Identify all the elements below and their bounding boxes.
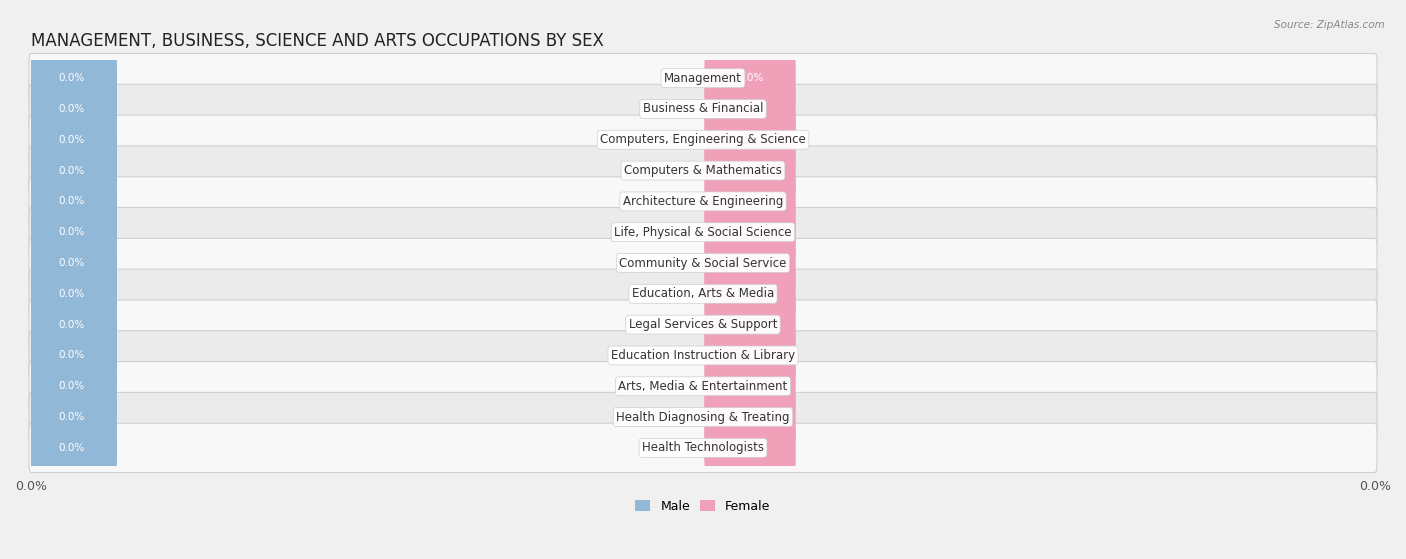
FancyBboxPatch shape: [704, 75, 796, 143]
Text: 0.0%: 0.0%: [58, 320, 84, 330]
FancyBboxPatch shape: [25, 383, 117, 451]
FancyBboxPatch shape: [25, 414, 117, 482]
Text: MANAGEMENT, BUSINESS, SCIENCE AND ARTS OCCUPATIONS BY SEX: MANAGEMENT, BUSINESS, SCIENCE AND ARTS O…: [31, 32, 603, 50]
Text: Health Diagnosing & Treating: Health Diagnosing & Treating: [616, 410, 790, 424]
FancyBboxPatch shape: [30, 392, 1376, 442]
Text: 0.0%: 0.0%: [58, 104, 84, 114]
FancyBboxPatch shape: [704, 321, 796, 390]
FancyBboxPatch shape: [704, 352, 796, 420]
Text: 0.0%: 0.0%: [737, 381, 763, 391]
Text: Computers, Engineering & Science: Computers, Engineering & Science: [600, 133, 806, 146]
Text: 0.0%: 0.0%: [737, 412, 763, 422]
FancyBboxPatch shape: [30, 238, 1376, 288]
FancyBboxPatch shape: [25, 291, 117, 359]
Legend: Male, Female: Male, Female: [636, 500, 770, 513]
Text: Computers & Mathematics: Computers & Mathematics: [624, 164, 782, 177]
FancyBboxPatch shape: [30, 54, 1376, 103]
Text: 0.0%: 0.0%: [737, 165, 763, 176]
FancyBboxPatch shape: [704, 136, 796, 205]
FancyBboxPatch shape: [704, 414, 796, 482]
Text: 0.0%: 0.0%: [58, 412, 84, 422]
Text: 0.0%: 0.0%: [737, 289, 763, 299]
Text: 0.0%: 0.0%: [58, 135, 84, 145]
Text: 0.0%: 0.0%: [737, 443, 763, 453]
Text: 0.0%: 0.0%: [737, 73, 763, 83]
Text: Community & Social Service: Community & Social Service: [619, 257, 787, 269]
Text: Management: Management: [664, 72, 742, 84]
Text: Education, Arts & Media: Education, Arts & Media: [631, 287, 775, 300]
Text: Source: ZipAtlas.com: Source: ZipAtlas.com: [1274, 20, 1385, 30]
FancyBboxPatch shape: [25, 229, 117, 297]
Text: 0.0%: 0.0%: [58, 350, 84, 361]
Text: 0.0%: 0.0%: [737, 104, 763, 114]
FancyBboxPatch shape: [25, 75, 117, 143]
Text: 0.0%: 0.0%: [58, 258, 84, 268]
FancyBboxPatch shape: [704, 198, 796, 267]
FancyBboxPatch shape: [30, 84, 1376, 134]
FancyBboxPatch shape: [30, 269, 1376, 319]
FancyBboxPatch shape: [25, 44, 117, 112]
Text: 0.0%: 0.0%: [58, 196, 84, 206]
Text: 0.0%: 0.0%: [58, 381, 84, 391]
Text: 0.0%: 0.0%: [58, 443, 84, 453]
FancyBboxPatch shape: [704, 167, 796, 235]
Text: 0.0%: 0.0%: [737, 258, 763, 268]
FancyBboxPatch shape: [25, 136, 117, 205]
FancyBboxPatch shape: [30, 331, 1376, 380]
FancyBboxPatch shape: [30, 146, 1376, 195]
Text: Education Instruction & Library: Education Instruction & Library: [612, 349, 794, 362]
Text: 0.0%: 0.0%: [58, 165, 84, 176]
Text: Health Technologists: Health Technologists: [643, 442, 763, 454]
Text: Life, Physical & Social Science: Life, Physical & Social Science: [614, 226, 792, 239]
FancyBboxPatch shape: [704, 383, 796, 451]
Text: Arts, Media & Entertainment: Arts, Media & Entertainment: [619, 380, 787, 393]
FancyBboxPatch shape: [25, 106, 117, 174]
FancyBboxPatch shape: [704, 259, 796, 328]
FancyBboxPatch shape: [30, 362, 1376, 411]
FancyBboxPatch shape: [704, 229, 796, 297]
FancyBboxPatch shape: [30, 177, 1376, 226]
Text: 0.0%: 0.0%: [737, 227, 763, 237]
Text: 0.0%: 0.0%: [737, 320, 763, 330]
FancyBboxPatch shape: [30, 115, 1376, 164]
Text: 0.0%: 0.0%: [58, 73, 84, 83]
FancyBboxPatch shape: [704, 44, 796, 112]
FancyBboxPatch shape: [30, 207, 1376, 257]
FancyBboxPatch shape: [30, 423, 1376, 472]
FancyBboxPatch shape: [25, 259, 117, 328]
FancyBboxPatch shape: [704, 291, 796, 359]
FancyBboxPatch shape: [30, 300, 1376, 349]
FancyBboxPatch shape: [25, 352, 117, 420]
Text: Legal Services & Support: Legal Services & Support: [628, 318, 778, 331]
FancyBboxPatch shape: [704, 106, 796, 174]
Text: 0.0%: 0.0%: [737, 135, 763, 145]
FancyBboxPatch shape: [25, 321, 117, 390]
FancyBboxPatch shape: [25, 167, 117, 235]
FancyBboxPatch shape: [25, 198, 117, 267]
Text: Business & Financial: Business & Financial: [643, 102, 763, 116]
Text: 0.0%: 0.0%: [737, 196, 763, 206]
Text: 0.0%: 0.0%: [58, 289, 84, 299]
Text: 0.0%: 0.0%: [737, 350, 763, 361]
Text: Architecture & Engineering: Architecture & Engineering: [623, 195, 783, 208]
Text: 0.0%: 0.0%: [58, 227, 84, 237]
